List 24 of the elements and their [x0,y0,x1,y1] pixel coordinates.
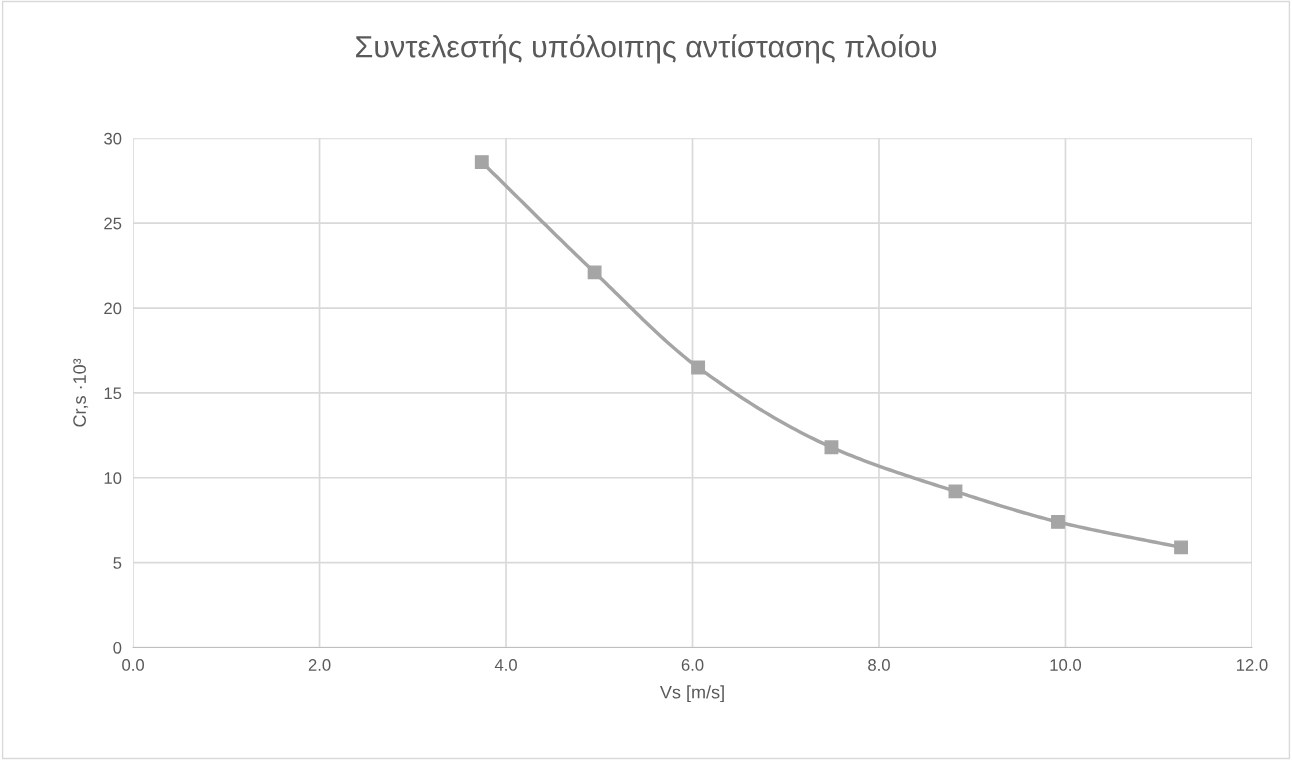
chart-title: Συντελεστής υπόλοιπης αντίστασης πλοίου [356,34,937,64]
y-tick-label: 15 [104,387,122,400]
point [1051,514,1065,529]
x-tick-label: 8.0 [868,659,890,671]
point [474,155,489,170]
y-tick-label: 30 [104,132,122,145]
point [1174,540,1189,555]
point [691,360,706,375]
y-tick-label: 5 [113,557,122,569]
y-tick-label: 0 [113,641,122,654]
x-tick-label: 2.0 [308,659,331,671]
x-tick-label: 0.0 [122,659,145,671]
x-tick-label: 10.0 [1050,659,1082,671]
point [587,265,602,280]
x-tick-label: 4.0 [494,659,517,671]
point [824,440,839,455]
x-tick-label: 6.0 [681,659,704,671]
x-axis-title: Vs [m/s] [659,685,724,703]
y-tick-label: 20 [104,302,122,315]
y-tick-label: 25 [104,217,122,230]
x-tick-label: 12.0 [1237,659,1268,671]
y-tick-label: 10 [104,472,122,484]
point [948,484,963,499]
y-axis-title: Cr,s ·10³ [73,358,89,427]
